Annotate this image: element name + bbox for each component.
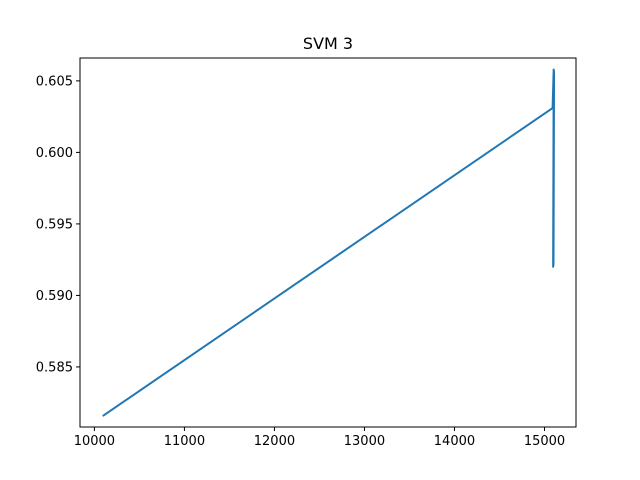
- series-line: [102, 68, 556, 417]
- plot-frame: [79, 57, 577, 428]
- y-tick-label: 0.590: [36, 289, 73, 304]
- x-tick-label: 10000: [74, 434, 115, 449]
- y-tick-label: 0.605: [36, 74, 73, 89]
- y-tick-label: 0.600: [36, 146, 73, 161]
- x-tick-label: 12000: [254, 434, 295, 449]
- y-axis: 0.585 0.590 0.595 0.600 0.605: [36, 74, 80, 375]
- y-tick-label: 0.585: [36, 360, 73, 375]
- x-axis: 10000 11000 12000 13000 14000 15000: [74, 427, 565, 449]
- x-tick-label: 11000: [164, 434, 205, 449]
- x-tick-label: 14000: [434, 434, 475, 449]
- y-tick-label: 0.595: [36, 217, 73, 232]
- x-tick-label: 13000: [344, 434, 385, 449]
- chart-title: SVM 3: [303, 34, 353, 53]
- plot-area: [102, 68, 556, 417]
- x-tick-label: 15000: [524, 434, 565, 449]
